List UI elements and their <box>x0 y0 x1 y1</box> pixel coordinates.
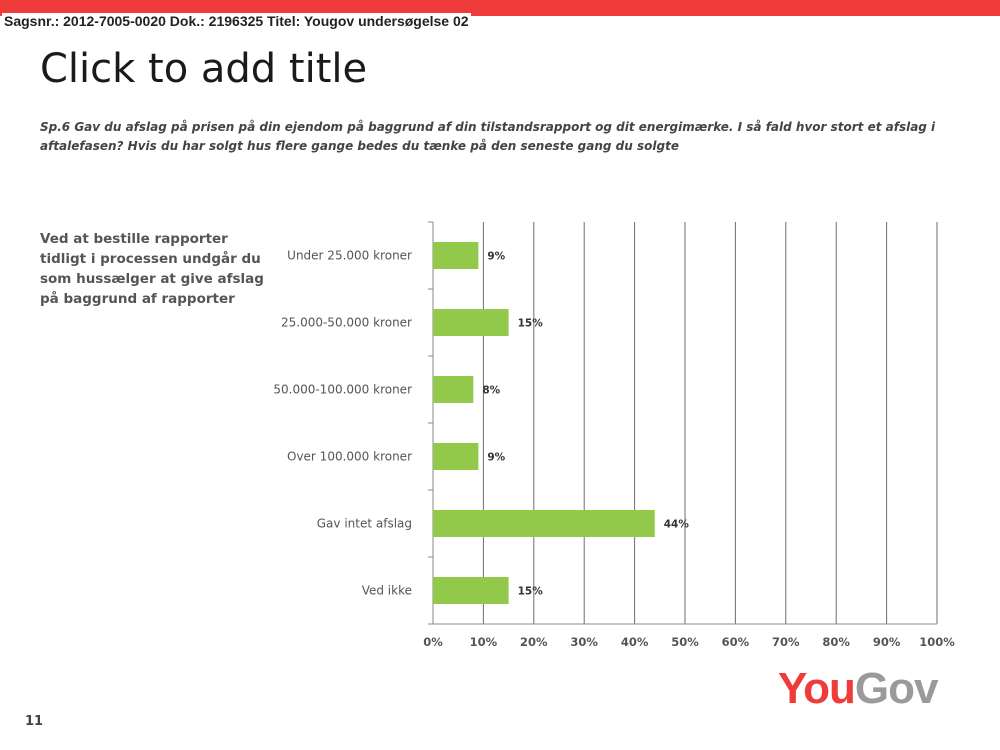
category-label: Ved ikke <box>362 584 412 598</box>
top-accent-bar <box>0 0 1000 16</box>
x-tick-label: 20% <box>520 635 548 649</box>
data-label: 8% <box>482 385 500 397</box>
page-number: 11 <box>25 714 44 729</box>
x-tick-label: 30% <box>570 635 598 649</box>
category-label: Under 25.000 kroner <box>287 249 412 263</box>
category-label: 25.000-50.000 kroner <box>281 316 412 330</box>
document-reference: Sagsnr.: 2012-7005-0020 Dok.: 2196325 Ti… <box>2 13 471 29</box>
data-label: 9% <box>487 452 505 464</box>
x-tick-label: 100% <box>919 635 955 649</box>
yougov-logo: YouGov <box>778 664 939 714</box>
bar <box>433 577 509 604</box>
side-note: Ved at bestille rapporter tidligt i proc… <box>40 231 264 307</box>
bar <box>433 242 479 269</box>
data-label: 15% <box>518 586 544 598</box>
x-tick-label: 90% <box>873 635 901 649</box>
bar <box>433 309 509 336</box>
x-tick-label: 40% <box>621 635 649 649</box>
bar <box>433 443 479 470</box>
x-tick-label: 60% <box>722 635 750 649</box>
data-label: 44% <box>664 519 690 531</box>
x-tick-label: 50% <box>671 635 699 649</box>
bar <box>433 510 655 537</box>
slide-title[interactable]: Click to add title <box>40 46 368 92</box>
category-label: Over 100.000 kroner <box>287 450 412 464</box>
survey-question: Sp.6 Gav du afslag på prisen på din ejen… <box>40 120 936 153</box>
data-label: 15% <box>518 318 544 330</box>
data-label: 9% <box>487 251 505 263</box>
x-tick-label: 70% <box>772 635 800 649</box>
bar <box>433 376 474 403</box>
logo-gov: Gov <box>854 664 939 713</box>
category-label: Gav intet afslag <box>317 517 412 531</box>
x-tick-label: 80% <box>822 635 850 649</box>
x-tick-label: 0% <box>423 635 443 649</box>
category-label: 50.000-100.000 kroner <box>273 383 412 397</box>
logo-you: You <box>778 664 856 713</box>
x-tick-label: 10% <box>470 635 498 649</box>
